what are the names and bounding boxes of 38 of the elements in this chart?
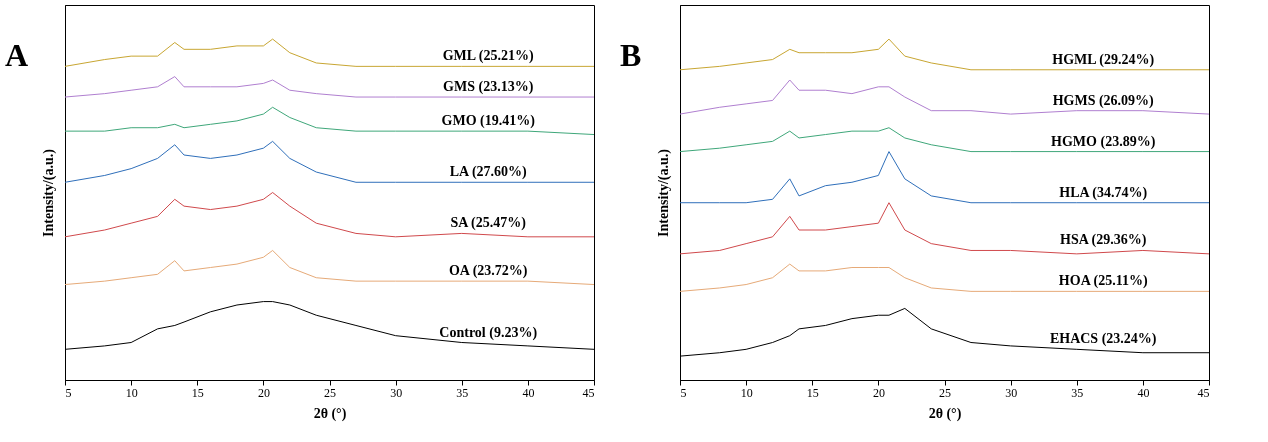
x-tick-label: 25 (324, 385, 336, 400)
x-tick-label: 20 (872, 385, 885, 400)
series-label: HLA (34.74%) (1059, 184, 1148, 201)
x-tick-label: 30 (390, 385, 403, 400)
series-label: EHACS (23.24%) (1049, 331, 1157, 348)
x-tick-label: 5 (65, 385, 72, 400)
x-tick-label: 10 (740, 385, 753, 400)
series-label: HGMO (23.89%) (1051, 133, 1156, 150)
x-tick-label: 15 (191, 385, 204, 400)
x-tick-label: 35 (1071, 385, 1084, 400)
chart-title: B (620, 37, 642, 73)
series-label: HSA (29.36%) (1060, 232, 1147, 249)
series-label: Control (9.23%) (439, 324, 538, 341)
y-axis-title: Intensity/(a.u.) (655, 148, 672, 237)
x-axis-title: 2θ (°) (928, 405, 962, 422)
x-tick-label: 45 (582, 385, 595, 400)
x-tick-label: 45 (1197, 385, 1210, 400)
series-label: SA (25.47%) (450, 215, 527, 232)
x-tick-label: 35 (456, 385, 469, 400)
series-label: LA (27.60%) (449, 164, 528, 181)
series-label: OA (23.72%) (448, 263, 528, 280)
x-tick-label: 5 (680, 385, 687, 400)
y-axis-title: Intensity/(a.u.) (40, 148, 57, 237)
series-label: HGML (29.24%) (1052, 51, 1155, 68)
series-label: HGMS (26.09%) (1052, 92, 1155, 109)
series-label: GML (25.21%) (442, 48, 535, 65)
x-tick-label: 40 (522, 385, 535, 400)
series-label: GMO (19.41%) (441, 113, 536, 130)
x-tick-label: 10 (125, 385, 138, 400)
chart-title: A (5, 37, 29, 73)
x-tick-label: 15 (806, 385, 819, 400)
x-tick-label: 20 (257, 385, 270, 400)
x-tick-label: 30 (1005, 385, 1018, 400)
x-tick-label: 25 (939, 385, 951, 400)
series-label: GMS (23.13%) (443, 79, 534, 96)
series-label: HOA (25.11%) (1058, 273, 1148, 290)
x-tick-label: 40 (1137, 385, 1150, 400)
x-axis-title: 2θ (°) (313, 405, 347, 422)
